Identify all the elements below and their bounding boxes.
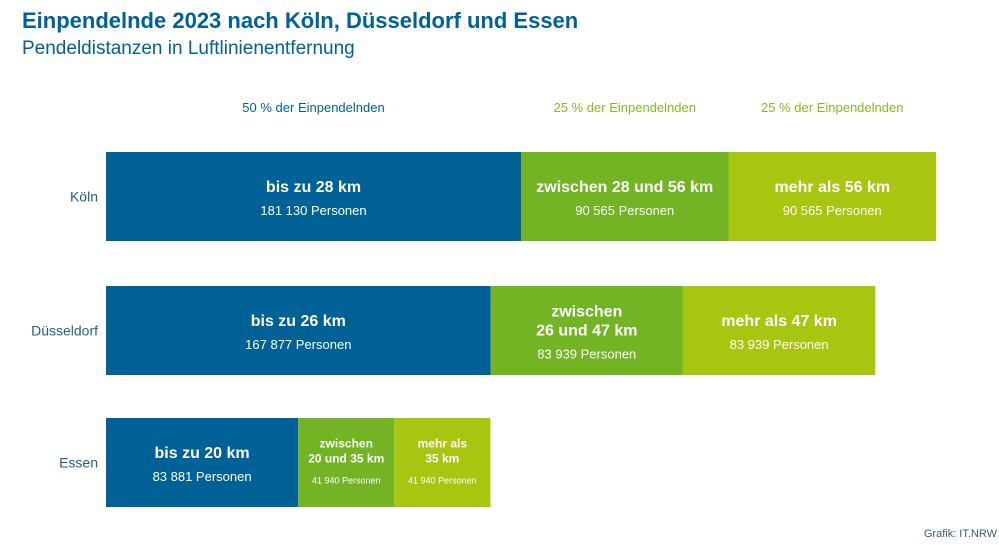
bar-segment-koeln-3 (728, 152, 936, 241)
segment-value-essen-3: 41 940 Personen (408, 476, 477, 486)
segment-value-duesseldorf-1: 167 877 Personen (245, 337, 351, 352)
segment-label-koeln-1: bis zu 28 km (266, 179, 361, 196)
segment-label-duesseldorf-2-line1: zwischen (551, 304, 622, 321)
bar-segment-essen-1 (106, 418, 299, 507)
segment-label-koeln-3: mehr als 56 km (774, 179, 890, 196)
segment-label-essen-3-line2: 35 km (425, 452, 459, 466)
category-label-koeln: Köln (70, 189, 98, 205)
chart-title: Einpendelnde 2023 nach Köln, Düsseldorf … (22, 8, 579, 33)
segment-label-essen-2-line2: 20 und 35 km (308, 452, 384, 466)
bar-segment-koeln-2 (521, 152, 729, 241)
segment-value-essen-2: 41 940 Personen (312, 476, 381, 486)
category-label-duesseldorf: Düsseldorf (31, 323, 98, 339)
chart-subtitle: Pendeldistanzen in Luftlinienentfernung (22, 38, 355, 59)
column-header-2: 25 % der Einpendelnden (554, 100, 696, 115)
segment-value-koeln-2: 90 565 Personen (575, 203, 674, 218)
segment-label-koeln-2: zwischen 28 und 56 km (536, 179, 713, 196)
segment-value-duesseldorf-3: 83 939 Personen (730, 337, 829, 352)
segment-value-koeln-3: 90 565 Personen (783, 203, 882, 218)
segment-label-duesseldorf-1: bis zu 26 km (251, 313, 346, 330)
segment-value-essen-1: 83 881 Personen (153, 469, 252, 484)
segment-label-essen-2-line1: zwischen (320, 437, 373, 451)
segment-label-essen-1: bis zu 20 km (155, 445, 250, 462)
column-header-3: 25 % der Einpendelnden (761, 100, 903, 115)
segment-value-duesseldorf-2: 83 939 Personen (537, 347, 636, 362)
column-header-1: 50 % der Einpendelnden (242, 100, 384, 115)
category-label-essen: Essen (59, 455, 98, 471)
bar-segment-koeln-1 (106, 152, 521, 241)
segment-label-duesseldorf-2-line2: 26 und 47 km (536, 323, 637, 340)
bar-segment-duesseldorf-3 (683, 286, 876, 375)
source-credit: Grafik: IT.NRW (923, 528, 997, 540)
segment-label-essen-3-line1: mehr als (418, 437, 468, 451)
bar-segment-duesseldorf-2 (490, 286, 683, 375)
segment-value-koeln-1: 181 130 Personen (260, 203, 366, 218)
segment-label-duesseldorf-3: mehr als 47 km (721, 313, 837, 330)
bar-segment-duesseldorf-1 (106, 286, 491, 375)
bar-segment-essen-3 (394, 418, 491, 507)
bar-segment-essen-2 (298, 418, 395, 507)
